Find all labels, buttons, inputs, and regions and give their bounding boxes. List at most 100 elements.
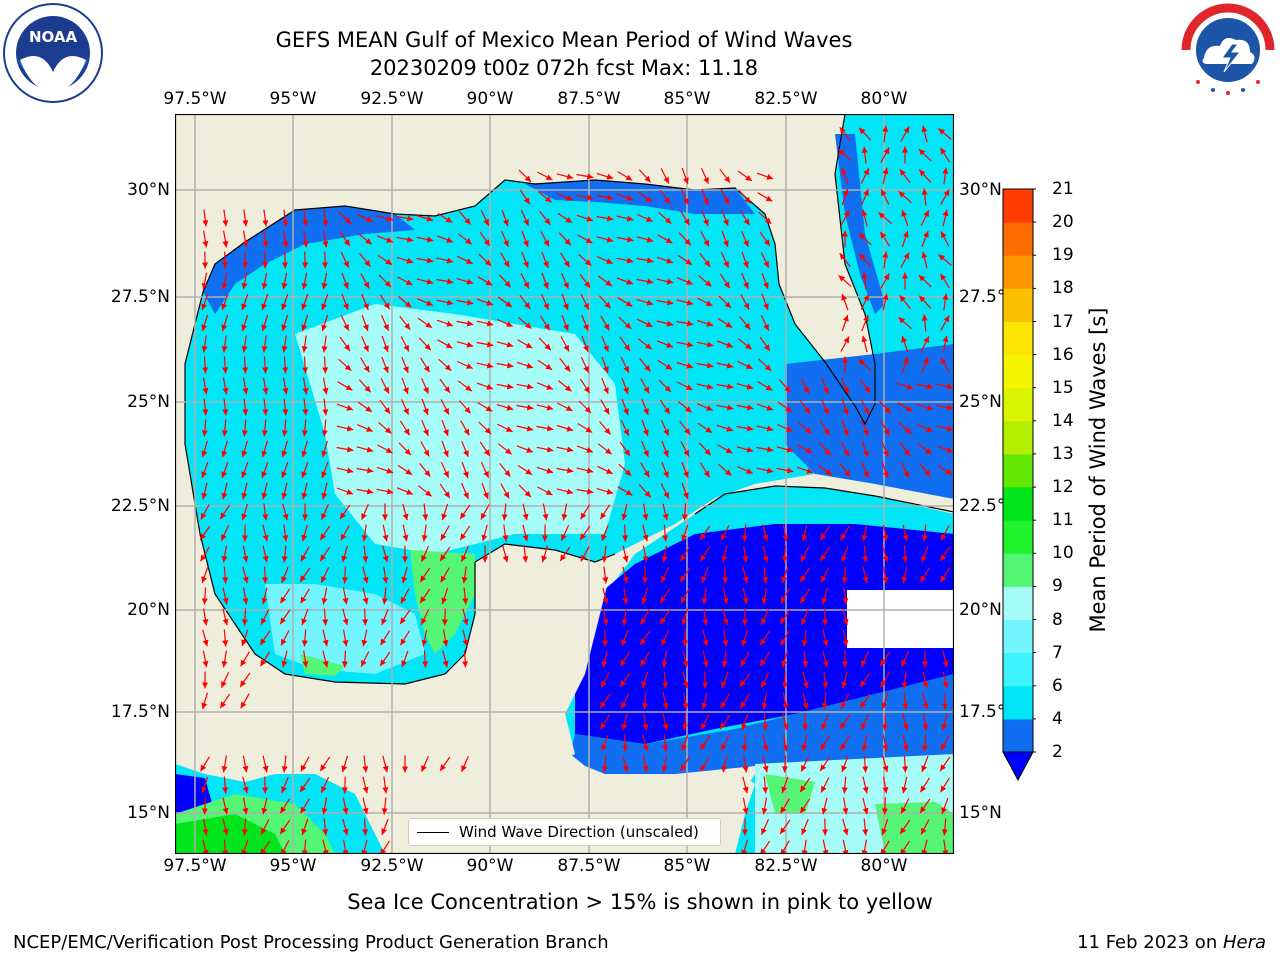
wind-wave-arrowhead <box>686 279 693 285</box>
wind-wave-arrowhead <box>940 764 946 771</box>
wind-wave-arrowhead <box>445 342 453 349</box>
colorbar-tick-label: 21 <box>1052 179 1074 199</box>
wind-wave-arrowhead <box>742 807 749 815</box>
wind-wave-arrowhead <box>541 535 548 542</box>
wind-wave-arrowhead <box>241 324 248 332</box>
wind-wave-arrowhead <box>201 471 207 478</box>
wind-wave-arrowhead <box>880 231 887 239</box>
wind-wave-arrowhead <box>881 724 888 731</box>
wind-wave-arrowhead <box>282 367 289 374</box>
wind-wave-arrowhead <box>602 577 609 584</box>
wind-wave-arrowhead <box>341 577 348 584</box>
wind-wave-arrowhead <box>443 450 449 457</box>
wind-wave-arrowhead <box>341 555 348 563</box>
wind-wave-arrowhead <box>222 787 229 794</box>
wind-wave-arrowhead <box>343 239 350 246</box>
wind-wave-arrowhead <box>661 555 668 563</box>
wind-wave-arrowhead <box>766 467 774 474</box>
colorbar-frame <box>1002 188 1034 753</box>
wind-wave-arrowhead <box>883 428 890 436</box>
lat-labels-left: 30°N 27.5°N 25°N 22.5°N 20°N 17.5°N 15°N <box>0 114 170 854</box>
wind-wave-arrowhead <box>663 176 669 184</box>
footer-date: 11 Feb 2023 on Hera <box>1077 932 1266 954</box>
wind-wave-arrowhead <box>782 535 789 542</box>
wind-wave-arrowhead <box>466 299 474 306</box>
lat-label: 25°N <box>127 392 170 412</box>
wind-wave-arrowhead <box>241 492 248 500</box>
wind-wave-arrowhead <box>546 467 554 474</box>
lat-label: 30°N <box>127 180 170 200</box>
wind-wave-arrowhead <box>686 341 694 348</box>
wind-wave-arrowhead <box>546 446 554 453</box>
wind-wave-arrowhead <box>261 450 268 458</box>
wind-wave-arrowhead <box>823 387 829 394</box>
wind-wave-arrowhead <box>880 848 887 854</box>
wind-wave-arrowhead <box>566 467 574 474</box>
wind-wave-arrowhead <box>302 367 309 374</box>
wind-wave-arrowhead <box>586 173 594 180</box>
wind-wave-arrowhead <box>560 554 567 561</box>
wind-wave-arrowhead <box>202 409 209 416</box>
colorbar-tick-label: 12 <box>1052 477 1074 498</box>
wind-wave-arrowhead <box>705 280 712 287</box>
wind-wave-arrowhead <box>946 425 954 432</box>
wind-wave-arrowhead <box>423 429 429 436</box>
lon-label: 85°W <box>663 856 711 876</box>
wind-wave-arrowhead <box>463 492 469 499</box>
wind-wave-arrowhead <box>484 239 490 246</box>
wind-wave-arrowhead <box>862 556 869 563</box>
wind-wave-arrowhead <box>383 345 389 352</box>
wind-wave-arrowhead <box>864 386 871 393</box>
wind-wave-arrowhead <box>563 324 569 331</box>
wind-wave-arrowhead <box>222 828 229 836</box>
wind-wave-arrowhead <box>883 450 889 457</box>
wind-wave-arrowhead <box>463 450 469 457</box>
wind-wave-arrowhead <box>441 597 448 605</box>
wind-wave-arrowhead <box>363 303 369 310</box>
wind-wave-arrowhead <box>366 446 374 453</box>
wind-wave-arrowhead <box>726 404 734 411</box>
wind-wave-arrowhead <box>941 231 947 239</box>
wind-wave-arrowhead <box>946 404 954 411</box>
colorbar-cells <box>1003 189 1033 753</box>
wind-wave-arrowhead <box>241 829 248 836</box>
wind-wave-arrowhead <box>661 661 668 668</box>
wind-wave-arrowhead <box>942 703 948 710</box>
wind-wave-arrowhead <box>606 215 614 222</box>
wind-wave-arrowhead <box>766 405 773 411</box>
wind-wave-arrowhead <box>878 212 885 219</box>
wind-wave-arrowhead <box>241 430 248 437</box>
wind-wave-arrowhead <box>221 555 228 563</box>
wind-wave-arrowhead <box>202 241 209 248</box>
wind-wave-arrowhead <box>742 556 749 563</box>
wind-wave-arrowhead <box>342 828 349 836</box>
colorbar-cell <box>1003 586 1033 620</box>
wind-wave-arrowhead <box>242 555 249 563</box>
wind-wave-arrowhead <box>541 555 548 563</box>
wind-wave-arrowhead <box>202 639 209 647</box>
wind-wave-arrowhead <box>406 489 413 495</box>
wind-wave-arrowhead <box>583 324 589 331</box>
wind-wave-arrowhead <box>281 660 288 668</box>
wind-wave-arrowhead <box>565 385 572 392</box>
wind-wave-arrowhead <box>663 491 669 499</box>
wind-wave-arrowhead <box>786 426 793 432</box>
wind-wave-arrowhead <box>624 322 632 329</box>
wind-wave-arrowhead <box>301 450 308 458</box>
wind-wave-arrowhead <box>543 303 549 310</box>
lat-label: 20°N <box>959 600 1002 620</box>
wind-wave-arrowhead <box>584 259 592 266</box>
wind-wave-arrowhead <box>801 640 808 647</box>
wind-wave-arrowhead <box>839 127 846 134</box>
wind-wave-arrowhead <box>840 722 846 729</box>
wind-wave-arrowhead <box>700 743 707 750</box>
colorbar-tick-label: 8 <box>1052 609 1063 630</box>
wind-wave-arrowhead <box>901 806 907 814</box>
wind-wave-arrowhead <box>262 534 269 542</box>
wind-wave-arrowhead <box>920 785 927 793</box>
lon-label: 97.5°W <box>163 89 227 109</box>
lon-label: 95°W <box>269 856 317 876</box>
wind-wave-arrowhead <box>781 660 788 668</box>
wind-wave-arrowhead <box>523 240 529 247</box>
wind-wave-arrowhead <box>321 346 328 353</box>
